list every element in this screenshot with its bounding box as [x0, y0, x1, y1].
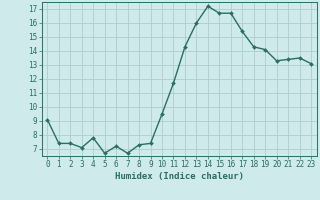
X-axis label: Humidex (Indice chaleur): Humidex (Indice chaleur)	[115, 172, 244, 181]
